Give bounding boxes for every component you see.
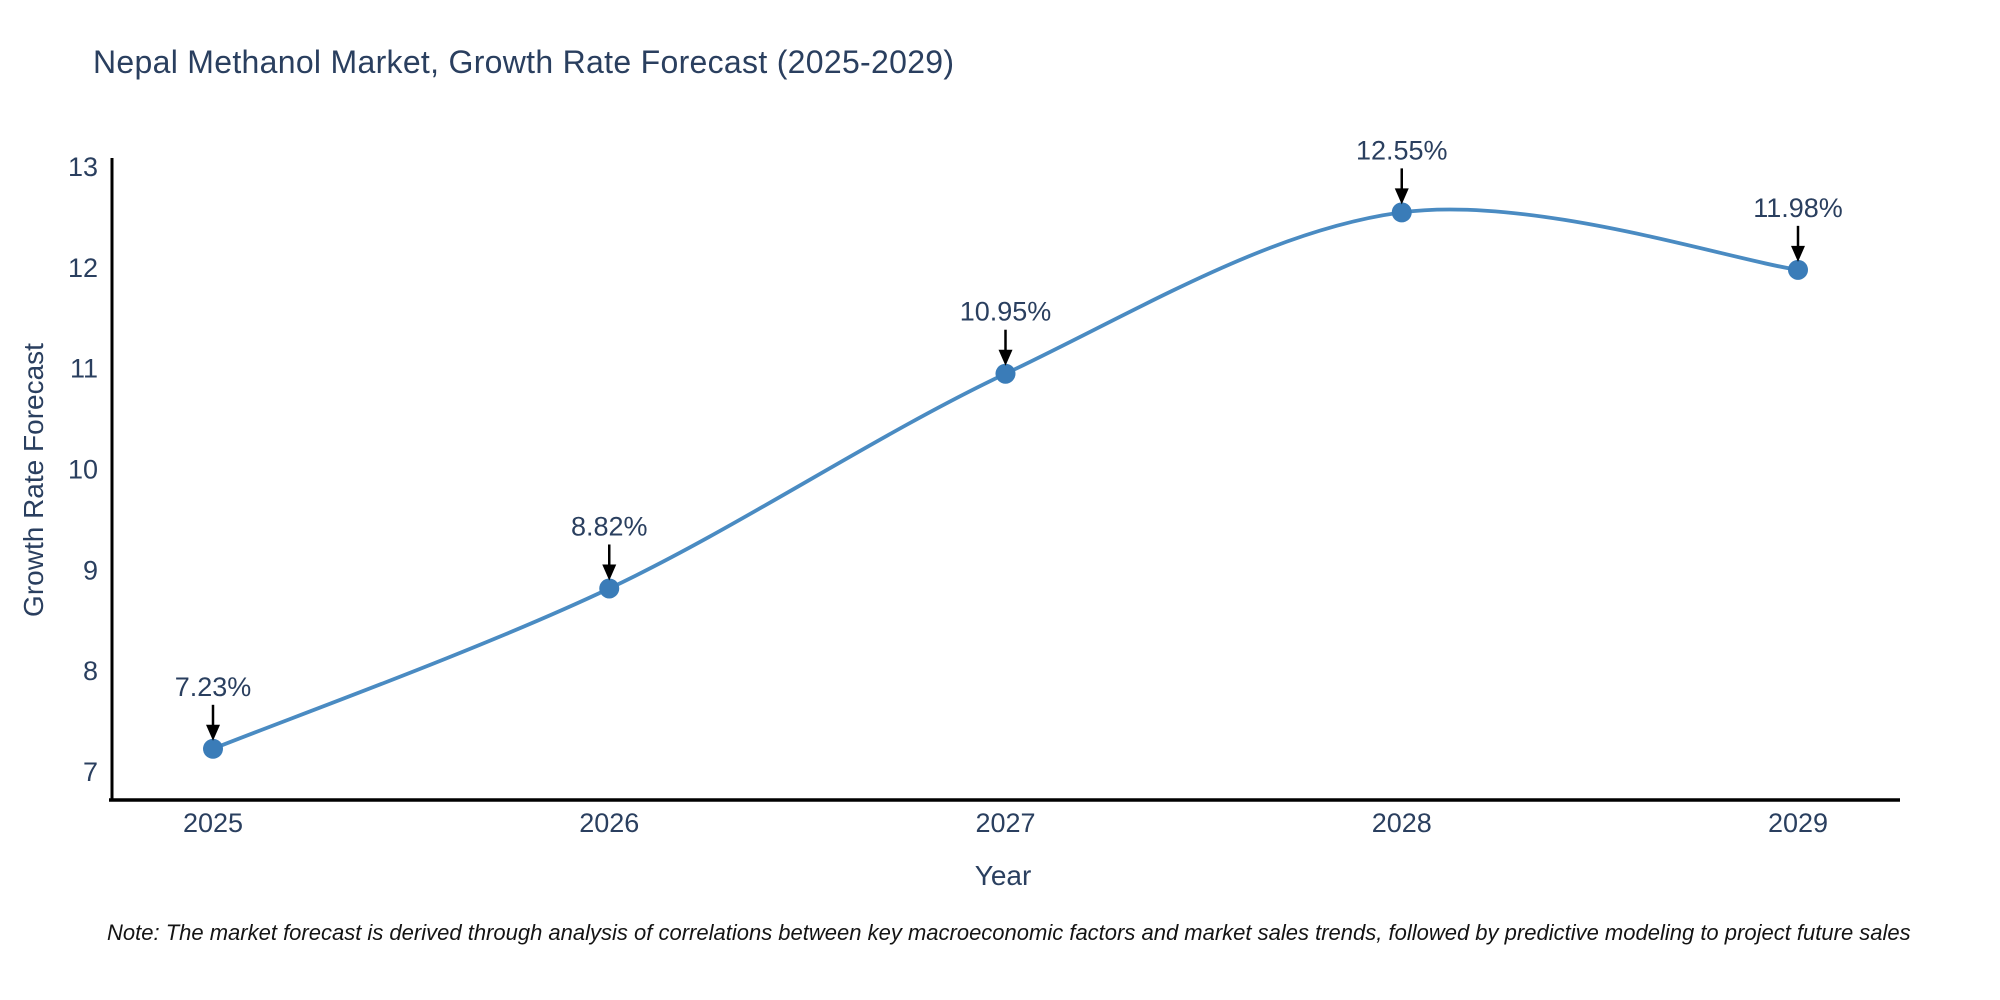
annotation-arrow-head <box>1791 245 1805 262</box>
annotation-arrow-head <box>602 564 617 581</box>
chart-footnote: Note: The market forecast is derived thr… <box>107 920 1911 945</box>
x-tick-label: 2027 <box>975 808 1035 838</box>
data-point-label: 7.23% <box>175 672 252 702</box>
forecast-line <box>211 207 1800 751</box>
data-point-marker <box>599 578 620 599</box>
data-point-label: 12.55% <box>1356 135 1448 165</box>
data-point-marker <box>995 363 1016 384</box>
data-point-label: 11.98% <box>1753 193 1843 223</box>
x-tick-label: 2025 <box>183 808 243 838</box>
x-axis-title: Year <box>974 860 1032 891</box>
data-point-label: 8.82% <box>571 511 648 541</box>
data-point-label: 10.95% <box>960 297 1052 327</box>
y-tick-label: 10 <box>68 455 98 485</box>
y-tick-label: 11 <box>70 354 98 384</box>
x-tick-label: 2026 <box>579 808 639 838</box>
x-tick-label: 2029 <box>1768 808 1828 838</box>
data-point-marker <box>203 738 223 759</box>
data-point-marker <box>1788 259 1808 280</box>
annotation-arrow-head <box>206 724 220 741</box>
y-tick-label: 7 <box>83 757 98 787</box>
x-tick-label: 2028 <box>1372 808 1432 838</box>
y-tick-label: 12 <box>68 253 98 283</box>
y-tick-label: 13 <box>68 152 98 182</box>
annotation-arrow-head <box>998 349 1013 366</box>
y-tick-label: 8 <box>83 656 98 686</box>
y-tick-label: 9 <box>83 555 98 585</box>
data-point-marker <box>1391 202 1412 223</box>
annotation-arrow-head <box>1394 188 1409 205</box>
chart-title: Nepal Methanol Market, Growth Rate Forec… <box>93 44 955 80</box>
